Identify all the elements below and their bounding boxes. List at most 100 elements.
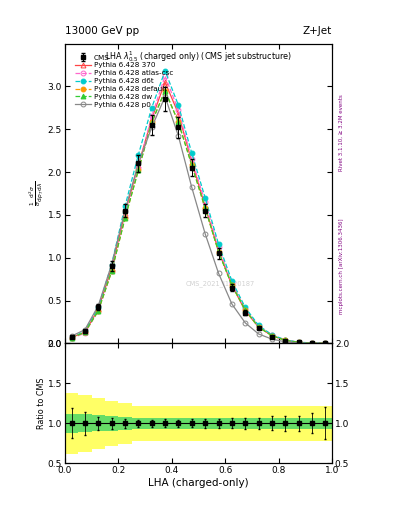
Pythia 6.428 d6t bbox=[296, 339, 301, 345]
Pythia 6.428 dw bbox=[136, 167, 141, 174]
Pythia 6.428 default bbox=[109, 268, 114, 274]
Pythia 6.428 p0 bbox=[230, 301, 234, 307]
Pythia 6.428 default bbox=[189, 162, 194, 168]
Pythia 6.428 default bbox=[176, 119, 181, 125]
Pythia 6.428 atlas-csc bbox=[203, 199, 208, 205]
Pythia 6.428 d6t bbox=[69, 335, 74, 341]
Pythia 6.428 370 bbox=[149, 116, 154, 122]
Pythia 6.428 d6t bbox=[149, 105, 154, 111]
Pythia 6.428 p0 bbox=[109, 262, 114, 268]
Pythia 6.428 d6t bbox=[163, 68, 167, 74]
Text: CMS_2021_I1920187: CMS_2021_I1920187 bbox=[185, 280, 255, 287]
Pythia 6.428 370 bbox=[136, 162, 141, 168]
Pythia 6.428 dw bbox=[69, 335, 74, 341]
Pythia 6.428 default bbox=[230, 282, 234, 288]
Pythia 6.428 p0 bbox=[136, 160, 141, 166]
Legend: CMS, Pythia 6.428 370, Pythia 6.428 atlas-csc, Pythia 6.428 d6t, Pythia 6.428 de: CMS, Pythia 6.428 370, Pythia 6.428 atla… bbox=[74, 53, 175, 109]
Pythia 6.428 d6t bbox=[256, 323, 261, 329]
Pythia 6.428 d6t bbox=[323, 340, 328, 347]
Pythia 6.428 p0 bbox=[149, 124, 154, 131]
Pythia 6.428 dw bbox=[270, 333, 274, 339]
Pythia 6.428 atlas-csc bbox=[310, 340, 314, 346]
Pythia 6.428 p0 bbox=[189, 184, 194, 190]
Pythia 6.428 370 bbox=[230, 282, 234, 288]
Pythia 6.428 370 bbox=[310, 340, 314, 346]
Pythia 6.428 dw bbox=[189, 162, 194, 168]
Text: LHA $\lambda^{1}_{0.5}$ (charged only) (CMS jet substructure): LHA $\lambda^{1}_{0.5}$ (charged only) (… bbox=[105, 50, 292, 65]
Text: Z+Jet: Z+Jet bbox=[303, 26, 332, 36]
Pythia 6.428 dw bbox=[176, 119, 181, 125]
Pythia 6.428 atlas-csc bbox=[109, 268, 114, 274]
Y-axis label: Ratio to CMS: Ratio to CMS bbox=[37, 378, 46, 429]
Pythia 6.428 370 bbox=[189, 159, 194, 165]
Pythia 6.428 dw bbox=[96, 308, 101, 314]
Pythia 6.428 atlas-csc bbox=[283, 337, 288, 343]
Pythia 6.428 dw bbox=[109, 268, 114, 274]
Pythia 6.428 370 bbox=[69, 334, 74, 340]
Pythia 6.428 atlas-csc bbox=[149, 113, 154, 119]
Pythia 6.428 p0 bbox=[283, 339, 288, 345]
Pythia 6.428 dw bbox=[310, 340, 314, 346]
Pythia 6.428 dw bbox=[216, 249, 221, 255]
Pythia 6.428 370 bbox=[270, 333, 274, 339]
Pythia 6.428 d6t bbox=[243, 304, 248, 310]
Pythia 6.428 p0 bbox=[83, 327, 87, 333]
Pythia 6.428 370 bbox=[109, 265, 114, 271]
Pythia 6.428 p0 bbox=[323, 340, 328, 347]
Pythia 6.428 370 bbox=[243, 308, 248, 314]
Pythia 6.428 d6t bbox=[270, 332, 274, 338]
Pythia 6.428 p0 bbox=[243, 320, 248, 326]
Pythia 6.428 default bbox=[323, 340, 328, 347]
Pythia 6.428 default bbox=[310, 340, 314, 346]
Pythia 6.428 p0 bbox=[69, 333, 74, 339]
Pythia 6.428 p0 bbox=[270, 336, 274, 342]
Pythia 6.428 atlas-csc bbox=[123, 214, 127, 220]
Pythia 6.428 default bbox=[123, 215, 127, 221]
Pythia 6.428 default bbox=[96, 308, 101, 314]
Pythia 6.428 p0 bbox=[176, 133, 181, 139]
Line: Pythia 6.428 default: Pythia 6.428 default bbox=[69, 88, 328, 346]
Line: Pythia 6.428 p0: Pythia 6.428 p0 bbox=[69, 94, 328, 346]
Pythia 6.428 370 bbox=[96, 306, 101, 312]
Pythia 6.428 d6t bbox=[123, 203, 127, 209]
Pythia 6.428 atlas-csc bbox=[163, 73, 167, 79]
Pythia 6.428 dw bbox=[283, 337, 288, 344]
Pythia 6.428 default bbox=[216, 249, 221, 255]
Text: mcplots.cern.ch [arXiv:1306.3436]: mcplots.cern.ch [arXiv:1306.3436] bbox=[339, 219, 344, 314]
Pythia 6.428 default bbox=[296, 339, 301, 346]
Pythia 6.428 dw bbox=[149, 119, 154, 125]
Pythia 6.428 d6t bbox=[176, 102, 181, 108]
Pythia 6.428 370 bbox=[176, 111, 181, 117]
Pythia 6.428 d6t bbox=[230, 278, 234, 284]
Pythia 6.428 370 bbox=[123, 210, 127, 216]
Pythia 6.428 p0 bbox=[256, 331, 261, 337]
Text: Rivet 3.1.10, ≥ 3.2M events: Rivet 3.1.10, ≥ 3.2M events bbox=[339, 95, 344, 172]
Pythia 6.428 atlas-csc bbox=[216, 244, 221, 250]
Pythia 6.428 default bbox=[149, 119, 154, 125]
Line: Pythia 6.428 atlas-csc: Pythia 6.428 atlas-csc bbox=[69, 74, 328, 346]
Pythia 6.428 370 bbox=[216, 248, 221, 254]
Pythia 6.428 370 bbox=[256, 324, 261, 330]
Pythia 6.428 d6t bbox=[216, 241, 221, 247]
Pythia 6.428 default bbox=[256, 324, 261, 330]
X-axis label: LHA (charged-only): LHA (charged-only) bbox=[148, 478, 249, 488]
Pythia 6.428 default bbox=[203, 205, 208, 211]
Pythia 6.428 d6t bbox=[189, 150, 194, 156]
Pythia 6.428 p0 bbox=[310, 340, 314, 346]
Pythia 6.428 d6t bbox=[136, 152, 141, 158]
Pythia 6.428 p0 bbox=[296, 340, 301, 346]
Pythia 6.428 default bbox=[243, 307, 248, 313]
Pythia 6.428 d6t bbox=[109, 262, 114, 268]
Pythia 6.428 atlas-csc bbox=[96, 308, 101, 314]
Line: Pythia 6.428 370: Pythia 6.428 370 bbox=[69, 80, 328, 346]
Pythia 6.428 370 bbox=[283, 337, 288, 344]
Pythia 6.428 p0 bbox=[216, 270, 221, 276]
Pythia 6.428 atlas-csc bbox=[189, 156, 194, 162]
Pythia 6.428 d6t bbox=[83, 328, 87, 334]
Pythia 6.428 atlas-csc bbox=[69, 335, 74, 342]
Pythia 6.428 atlas-csc bbox=[270, 332, 274, 338]
Pythia 6.428 default bbox=[83, 329, 87, 335]
Pythia 6.428 dw bbox=[203, 205, 208, 211]
Pythia 6.428 atlas-csc bbox=[230, 281, 234, 287]
Pythia 6.428 dw bbox=[123, 215, 127, 221]
